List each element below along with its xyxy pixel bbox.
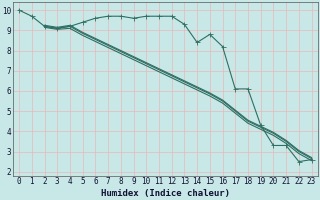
X-axis label: Humidex (Indice chaleur): Humidex (Indice chaleur) (101, 189, 230, 198)
